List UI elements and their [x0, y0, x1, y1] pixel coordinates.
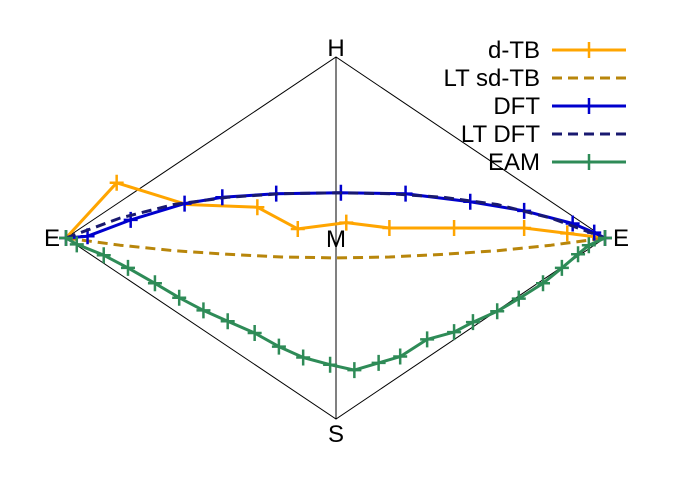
data-point-marker	[296, 349, 311, 366]
legend-label: DFT	[493, 93, 540, 120]
data-point-marker	[109, 174, 124, 191]
legend-swatch-marker	[582, 154, 596, 170]
data-point-marker	[371, 354, 386, 371]
data-point-marker	[447, 324, 462, 341]
data-point-marker	[447, 220, 462, 237]
data-point-marker	[465, 314, 480, 331]
legend-swatch-marker	[582, 98, 596, 114]
vertex-label-top: H	[327, 35, 344, 62]
legend-entry: LT sd-TB	[444, 65, 626, 92]
legend-entry: DFT	[493, 93, 626, 120]
data-point-marker	[69, 236, 84, 253]
data-point-marker	[347, 362, 362, 379]
data-point-marker	[571, 246, 586, 263]
legend-label: d-TB	[488, 37, 540, 64]
vertex-label-left: E	[44, 225, 60, 252]
data-point-marker	[511, 290, 526, 307]
vertex-labels: H E E S M	[44, 35, 629, 448]
data-point-marker	[196, 302, 211, 319]
series-layer	[59, 174, 612, 379]
data-point-marker	[96, 247, 111, 264]
legend-entry: LT DFT	[461, 121, 626, 148]
legend-entry: d-TB	[488, 37, 626, 64]
data-point-marker	[220, 313, 235, 330]
data-point-marker	[560, 225, 575, 242]
data-point-marker	[581, 237, 596, 254]
data-point-marker	[290, 220, 305, 237]
data-point-marker	[339, 214, 354, 231]
series-line	[65, 191, 606, 240]
data-point-marker	[393, 348, 408, 365]
legend-label: EAM	[488, 149, 540, 176]
data-point-marker	[323, 356, 338, 373]
data-point-marker	[250, 199, 265, 216]
data-point-marker	[382, 220, 397, 237]
data-point-marker	[463, 193, 478, 210]
series-3	[65, 191, 606, 240]
series-4	[59, 230, 612, 379]
vertex-label-center: M	[326, 226, 346, 253]
data-point-marker	[517, 220, 532, 237]
legend-label: LT DFT	[461, 121, 540, 148]
data-point-marker	[536, 275, 551, 292]
data-point-marker	[554, 259, 569, 276]
data-point-marker	[59, 230, 73, 246]
legend-label: LT sd-TB	[444, 65, 540, 92]
series-line	[64, 181, 606, 240]
data-point-marker	[420, 331, 435, 348]
series-line	[65, 236, 606, 260]
data-point-marker	[271, 338, 286, 355]
series-1	[65, 236, 606, 260]
data-point-marker	[172, 289, 187, 306]
vertex-label-bottom: S	[328, 421, 344, 448]
data-point-marker	[147, 275, 162, 292]
legend-swatch-marker	[582, 42, 596, 58]
data-point-marker	[565, 215, 580, 232]
data-point-marker	[598, 230, 612, 246]
vertex-label-right: E	[613, 225, 629, 252]
data-point-marker	[247, 325, 262, 342]
data-point-marker	[120, 259, 135, 276]
legend-entry: EAM	[488, 149, 626, 176]
data-point-marker	[490, 303, 505, 320]
